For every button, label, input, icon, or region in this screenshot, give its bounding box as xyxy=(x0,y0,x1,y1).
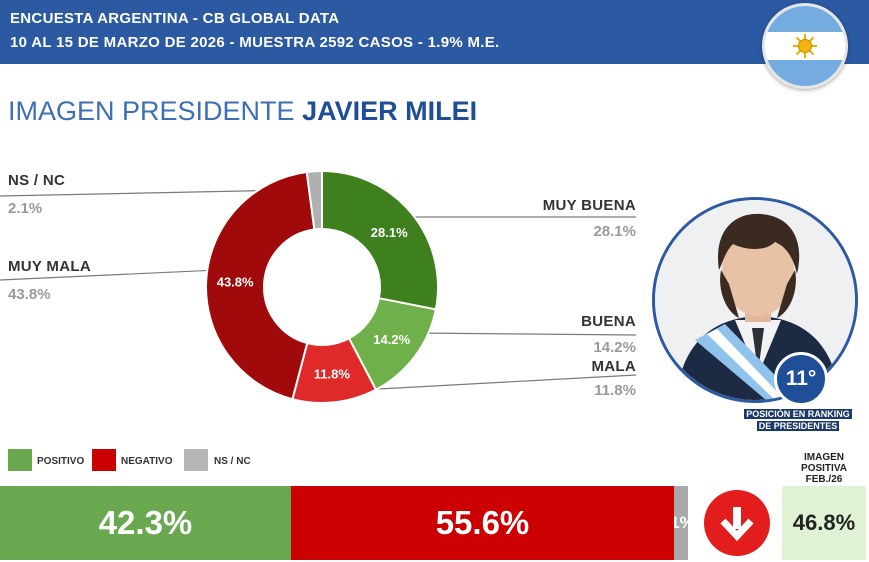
title-name: JAVIER MILEI xyxy=(302,96,478,126)
portrait-illustration xyxy=(655,200,855,400)
sun-of-may-icon xyxy=(793,34,817,58)
bar-positive: 42.3% xyxy=(0,486,291,560)
previous-positive-value: 46.8% xyxy=(782,486,866,560)
slice-label-buena: 14.2% xyxy=(373,332,410,347)
label-mala: MALA xyxy=(591,358,636,375)
legend-label-negative: NEGATIVO xyxy=(121,456,173,467)
slice-muy-buena xyxy=(321,169,439,311)
bar-negative: 55.6% xyxy=(291,486,674,560)
label-muy-mala: MUY MALA xyxy=(8,258,91,275)
header-bar: ENCUESTA ARGENTINA - CB GLOBAL DATA 10 A… xyxy=(0,0,869,64)
ranking-caption-line2: DE PRESIDENTES xyxy=(756,421,840,431)
ranking-caption: POSICIÓN EN RANKING DE PRESIDENTES xyxy=(738,408,858,432)
bar-nsnc: 2.1% xyxy=(674,486,688,560)
arrow-down-icon xyxy=(704,490,770,556)
previous-label-line3: FEB./26 xyxy=(805,474,843,485)
previous-label: IMAGEN POSITIVA FEB./26 xyxy=(782,452,866,485)
ranking-badge: 11° xyxy=(774,352,828,406)
label-muy-buena: MUY BUENA xyxy=(542,197,636,214)
value-muy-buena: 28.1% xyxy=(593,223,636,240)
legend-swatch-negative xyxy=(92,449,116,471)
slice-label-mala: 11.8% xyxy=(314,366,351,381)
slice-muy-mala xyxy=(205,170,316,401)
label-ns-nc: NS / NC xyxy=(8,172,66,189)
previous-label-line1: IMAGEN xyxy=(804,452,844,463)
title-prefix: IMAGEN PRESIDENTE xyxy=(8,96,295,126)
legend-swatch-nsnc xyxy=(184,449,208,471)
legend-swatch-positive xyxy=(8,449,32,471)
previous-label-line2: POSITIVA xyxy=(801,463,847,474)
page-title: IMAGEN PRESIDENTE JAVIER MILEI xyxy=(8,96,477,127)
ranking-caption-line1: POSICIÓN EN RANKING xyxy=(744,409,852,419)
value-ns-nc: 2.1% xyxy=(8,200,43,217)
value-mala: 11.8% xyxy=(594,382,636,399)
bar-nsnc-label: 2.1% xyxy=(674,513,688,532)
value-muy-mala: 43.8% xyxy=(8,286,51,303)
value-buena: 14.2% xyxy=(593,339,636,356)
slice-label-muy-buena: 28.1% xyxy=(371,225,408,240)
survey-title: ENCUESTA ARGENTINA - CB GLOBAL DATA xyxy=(10,10,340,27)
survey-details: 10 AL 15 DE MARZO DE 2026 - MUESTRA 2592… xyxy=(10,34,500,51)
legend-label-positive: POSITIVO xyxy=(37,456,85,467)
slice-ns-nc xyxy=(305,169,323,231)
president-portrait xyxy=(652,197,858,403)
slice-label-muy-mala: 43.8% xyxy=(217,275,254,290)
argentina-flag-icon xyxy=(762,3,848,89)
leader-line-buena xyxy=(414,332,637,336)
legend-label-nsnc: NS / NC xyxy=(214,456,251,467)
label-buena: BUENA xyxy=(581,313,636,330)
